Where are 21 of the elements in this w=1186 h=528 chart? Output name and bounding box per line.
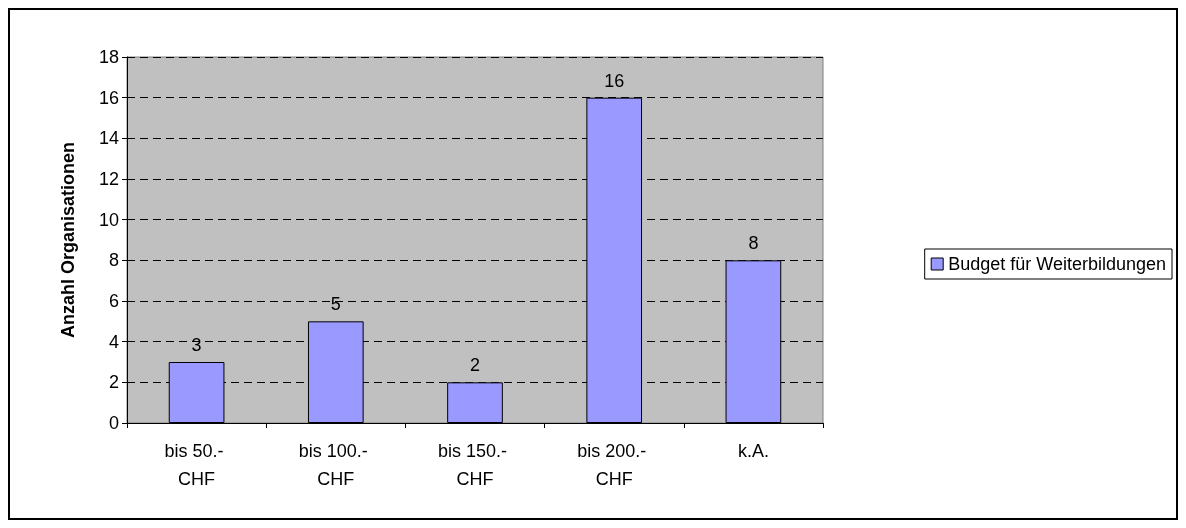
x-tick-label: k.A.: [737, 441, 769, 461]
y-tick-label: 16: [98, 87, 119, 108]
y-tick-label: 18: [98, 47, 119, 67]
data-label: 5: [330, 294, 341, 315]
y-tick-label: 4: [108, 331, 119, 352]
y-tick-label: 10: [98, 209, 119, 230]
data-label: 8: [748, 233, 759, 254]
y-tick-label: 2: [108, 372, 119, 393]
x-tick-label: bis 150.- CHF: [437, 441, 513, 489]
x-tick-label: bis 50.- CHF: [164, 441, 229, 489]
legend-label: Budget für Weiterbildungen: [948, 254, 1166, 274]
x-tick-label: bis 100.- CHF: [298, 441, 373, 489]
y-tick-label: 14: [98, 128, 119, 149]
y-tick-label: 8: [108, 250, 119, 271]
y-axis-title: Anzahl Organisationen: [58, 141, 78, 339]
y-tick-label: 12: [98, 169, 119, 189]
data-label: 2: [469, 355, 481, 376]
y-tick-label: 6: [108, 291, 119, 311]
y-tick-label: 0: [108, 413, 119, 433]
x-tick-label: bis 200.- CHF: [577, 441, 652, 489]
data-label: 16: [604, 70, 625, 91]
